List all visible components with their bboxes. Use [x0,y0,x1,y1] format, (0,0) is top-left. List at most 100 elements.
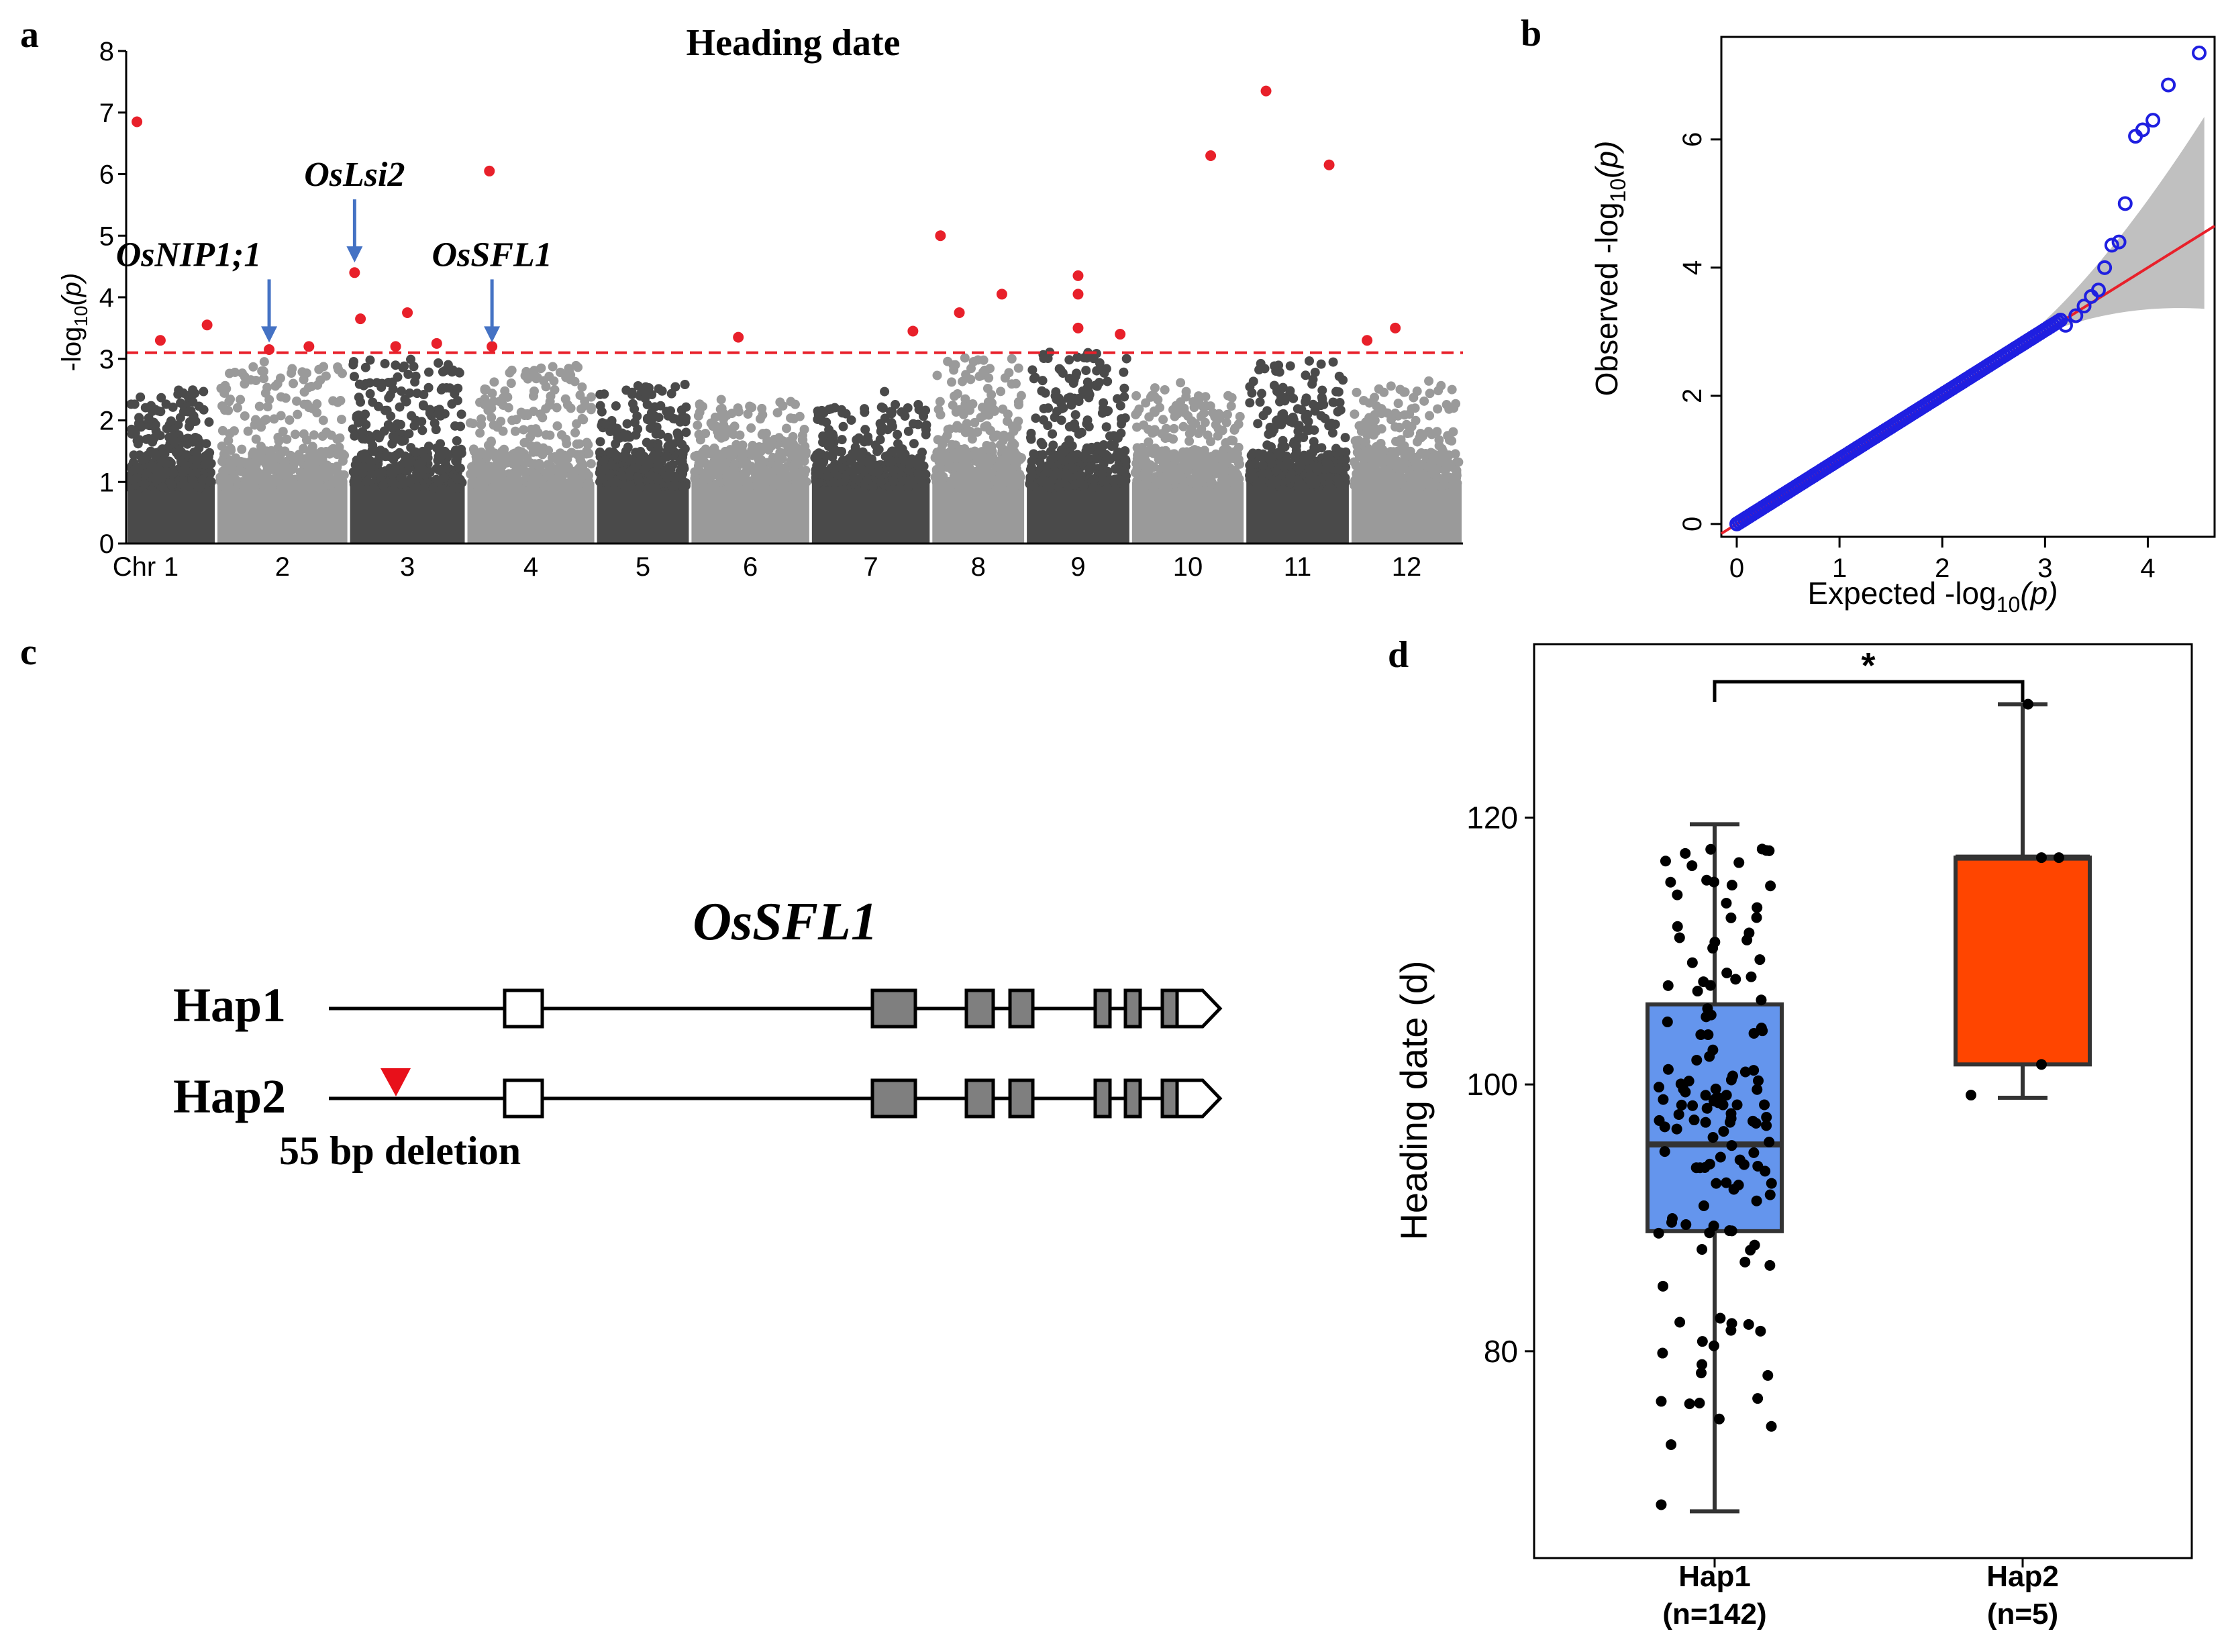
snp-point [1400,458,1410,468]
snp-point [574,479,584,489]
snp-point [1097,448,1107,458]
snp-point [1293,474,1303,484]
significant-snp [303,341,315,352]
hap1-point [1687,1100,1699,1111]
snp-point [815,458,825,468]
hap1-point [1721,1177,1732,1188]
snp-point [146,401,156,411]
snp-density-band [350,482,465,544]
snp-point [701,449,711,459]
snp-point [1101,422,1111,432]
snp-point [1048,440,1058,450]
snp-point [758,410,768,420]
snp-point [657,386,667,396]
snp-point [1366,460,1376,470]
hap1-point [1752,1160,1764,1172]
snp-point [1197,424,1207,434]
snp-point [1084,421,1094,431]
snp-point [434,358,444,368]
snp-point [1399,480,1409,491]
snp-point [259,374,269,384]
snp-point [1379,387,1389,397]
snp-point [693,411,703,421]
significant-snp [954,307,965,318]
snp-point [168,402,178,412]
hap1-point [1680,847,1691,859]
snp-point [1297,405,1307,415]
qq-confidence-band [2004,117,2205,354]
snp-point [1036,476,1046,486]
exon-box [1123,1078,1142,1119]
confidence-band [2004,117,2205,354]
snp-point [1393,399,1403,409]
snp-point [1095,358,1105,368]
hap1-point [1757,1025,1768,1037]
snp-point [662,472,672,482]
hap1-point [1672,889,1683,900]
snp-point [968,399,978,409]
hap1-point [1754,954,1766,966]
snp-point [495,397,505,407]
snp-point [622,419,632,429]
snp-density-band [1027,482,1129,544]
snp-point [1395,423,1405,433]
snp-point [598,474,608,484]
snp-point [388,423,398,433]
snp-density-band [467,482,595,544]
snp-point [795,451,805,461]
snp-point [1376,480,1386,490]
snp-point [493,465,503,475]
snp-point [1039,354,1049,364]
snp-point [562,439,572,449]
snp-density-band [1351,482,1462,544]
snp-point [1055,470,1065,480]
snp-point [1162,477,1172,487]
snp-point [750,464,760,474]
snp-point [519,425,529,435]
snp-point [1218,456,1228,466]
snp-point [986,390,997,400]
snp-point [510,426,520,436]
snp-point [360,409,370,419]
snp-point [751,481,761,491]
snp-point [611,439,621,449]
snp-point [858,447,868,457]
significant-snp [1260,85,1272,97]
exon-box [1008,988,1035,1029]
snp-point [948,400,958,410]
panel-a-significant-points [132,85,1401,355]
snp-point [409,421,419,431]
snp-point [1064,472,1074,482]
snp-point [706,460,716,470]
snp-point [1307,379,1317,389]
snp-point [187,475,197,485]
snp-point [285,450,295,460]
snp-point [538,450,548,460]
snp-point [893,429,903,440]
snp-point [486,436,496,446]
snp-point [824,405,834,415]
hap1-point [1718,1126,1729,1137]
snp-point [432,443,442,453]
snp-point [419,465,429,475]
snp-point [185,421,195,431]
hap2-point [2036,1059,2047,1070]
snp-point [223,435,234,446]
hap1-point [1748,1065,1760,1076]
snp-density-band [1131,482,1244,544]
snp-point [389,479,399,489]
snp-point [1340,433,1350,443]
snp-point [1324,421,1334,431]
snp-point [474,468,485,478]
snp-point [1038,376,1048,386]
snp-point [442,382,452,393]
hap1-point [1694,1398,1705,1409]
snp-point [1274,367,1284,377]
snp-point [1201,392,1211,402]
hap1-point [1749,1239,1760,1251]
snp-point [1305,424,1315,434]
snp-point [1245,398,1255,408]
qq-point [2117,196,2133,211]
snp-point [829,478,840,488]
snp-point [681,427,691,437]
